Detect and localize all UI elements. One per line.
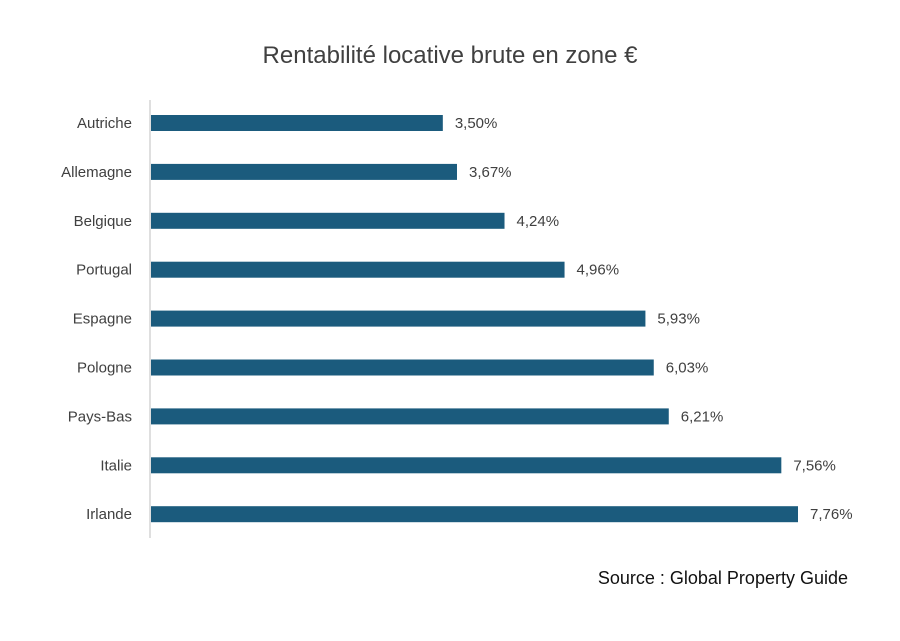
data-label-autriche: 3,50% bbox=[455, 115, 498, 132]
data-label-portugal: 4,96% bbox=[577, 262, 620, 279]
category-label-portugal: Portugal bbox=[76, 262, 132, 279]
source-note: Source : Global Property Guide bbox=[597, 568, 848, 588]
bar-espagne bbox=[151, 310, 646, 327]
data-label-italie: 7,56% bbox=[793, 457, 836, 474]
data-label-allemagne: 3,67% bbox=[469, 164, 512, 181]
category-label-pays-bas: Pays-Bas bbox=[68, 408, 132, 425]
bar-belgique bbox=[151, 212, 505, 229]
data-label-espagne: 5,93% bbox=[657, 311, 700, 328]
category-label-irlande: Irlande bbox=[86, 506, 132, 523]
category-label-italie: Italie bbox=[100, 457, 132, 474]
bar-italie bbox=[151, 457, 782, 474]
bar-portugal bbox=[151, 261, 565, 278]
data-label-pologne: 6,03% bbox=[666, 360, 709, 377]
chart-title: Rentabilité locative brute en zone € bbox=[262, 42, 638, 69]
category-label-belgique: Belgique bbox=[74, 213, 132, 230]
data-label-belgique: 4,24% bbox=[517, 213, 560, 230]
category-label-autriche: Autriche bbox=[77, 115, 132, 132]
bar-irlande bbox=[151, 506, 798, 523]
category-label-allemagne: Allemagne bbox=[61, 164, 132, 181]
bar-autriche bbox=[151, 115, 443, 131]
bar-pologne bbox=[151, 359, 654, 376]
category-label-pologne: Pologne bbox=[77, 360, 132, 377]
bar-pays-bas bbox=[151, 408, 669, 425]
data-label-pays-bas: 6,21% bbox=[681, 408, 724, 425]
category-label-espagne: Espagne bbox=[73, 311, 132, 328]
data-label-irlande: 7,76% bbox=[810, 506, 853, 523]
bar-allemagne bbox=[151, 163, 457, 180]
